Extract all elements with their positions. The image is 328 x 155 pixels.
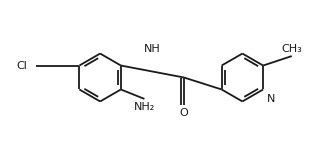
Text: O: O [180,108,188,118]
Text: Cl: Cl [17,60,28,71]
Text: N: N [267,94,275,104]
Text: NH: NH [144,44,160,53]
Text: NH₂: NH₂ [134,102,155,112]
Text: CH₃: CH₃ [281,44,302,53]
